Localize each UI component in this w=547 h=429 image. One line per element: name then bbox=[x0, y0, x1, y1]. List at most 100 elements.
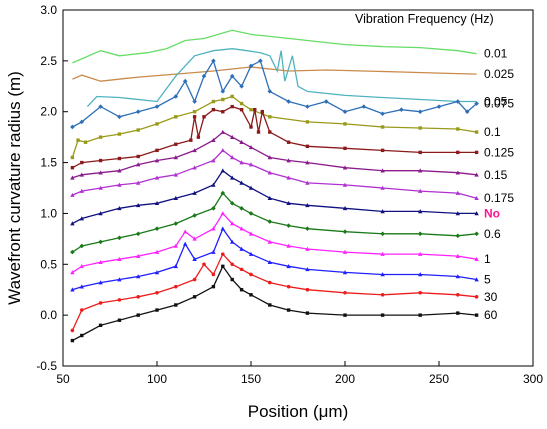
data-point bbox=[239, 160, 244, 165]
data-point bbox=[456, 150, 460, 155]
data-point bbox=[173, 221, 179, 226]
data-point bbox=[117, 318, 122, 322]
data-point bbox=[268, 280, 272, 285]
series-0.15 bbox=[70, 129, 479, 180]
data-point bbox=[267, 239, 272, 244]
data-point bbox=[323, 99, 329, 104]
data-point bbox=[474, 211, 479, 216]
data-point bbox=[474, 130, 479, 134]
data-point bbox=[70, 328, 75, 333]
data-point bbox=[83, 140, 88, 144]
data-point bbox=[305, 120, 310, 124]
data-point bbox=[98, 135, 103, 139]
series-0.025 bbox=[72, 66, 477, 82]
data-point bbox=[155, 290, 159, 295]
y-tick-label: 1.5 bbox=[40, 156, 57, 170]
series-0.6 bbox=[70, 190, 479, 255]
series-line bbox=[72, 212, 477, 273]
data-point bbox=[154, 226, 160, 231]
data-point bbox=[380, 185, 385, 190]
data-point bbox=[192, 110, 197, 114]
data-point bbox=[455, 99, 461, 104]
data-point bbox=[211, 272, 216, 277]
data-point bbox=[436, 104, 442, 109]
data-point bbox=[361, 104, 367, 109]
legend-entry-0.15: 0.15 bbox=[484, 168, 508, 182]
legend-entry-0.05: 0.05 bbox=[484, 95, 508, 109]
data-point bbox=[98, 323, 103, 328]
data-point bbox=[267, 259, 272, 265]
series-line bbox=[72, 131, 477, 179]
data-point bbox=[70, 124, 75, 130]
data-point bbox=[155, 122, 159, 126]
data-point bbox=[154, 104, 160, 109]
data-point bbox=[196, 135, 201, 139]
data-point bbox=[305, 226, 310, 231]
data-point bbox=[248, 145, 254, 150]
data-point bbox=[249, 293, 253, 297]
data-point bbox=[192, 295, 197, 299]
data-point bbox=[79, 284, 84, 289]
data-point bbox=[79, 172, 84, 177]
x-tick-label: 300 bbox=[523, 372, 543, 386]
data-point bbox=[474, 277, 479, 282]
data-point bbox=[474, 101, 479, 106]
series-5 bbox=[70, 226, 479, 292]
data-point bbox=[342, 206, 348, 211]
data-point bbox=[182, 78, 188, 84]
data-point bbox=[239, 206, 244, 211]
data-point bbox=[455, 233, 461, 239]
data-point bbox=[230, 262, 234, 267]
data-point bbox=[221, 97, 225, 102]
data-point bbox=[192, 165, 197, 170]
data-point bbox=[239, 226, 244, 231]
data-point bbox=[380, 293, 385, 297]
data-point bbox=[220, 226, 225, 231]
series-line bbox=[86, 48, 477, 108]
data-point bbox=[417, 109, 423, 115]
series-0.05 bbox=[86, 48, 477, 108]
legend-entry-0.075: 0.075 bbox=[484, 97, 514, 111]
data-point bbox=[79, 188, 84, 193]
data-point bbox=[268, 115, 272, 119]
legend-entry-0.175: 0.175 bbox=[484, 191, 514, 205]
data-point bbox=[286, 175, 291, 180]
data-point bbox=[136, 202, 141, 208]
data-point bbox=[286, 200, 291, 206]
data-point bbox=[305, 287, 310, 292]
data-point bbox=[154, 200, 160, 206]
data-point bbox=[192, 190, 197, 195]
data-point bbox=[221, 264, 225, 269]
data-point bbox=[98, 185, 103, 190]
data-point bbox=[202, 115, 206, 119]
data-point bbox=[380, 231, 385, 237]
data-point bbox=[211, 284, 216, 289]
data-point bbox=[98, 259, 103, 265]
data-point bbox=[267, 219, 273, 224]
data-point bbox=[342, 270, 348, 275]
data-point bbox=[380, 251, 385, 256]
legend-entry-0.01: 0.01 bbox=[484, 47, 508, 61]
data-point bbox=[239, 101, 244, 106]
data-point bbox=[229, 73, 235, 79]
data-point bbox=[343, 313, 347, 317]
series-line bbox=[71, 95, 477, 158]
data-point bbox=[286, 158, 291, 163]
data-point bbox=[117, 132, 122, 136]
series-line bbox=[72, 29, 477, 64]
data-point bbox=[342, 249, 348, 254]
data-point bbox=[456, 293, 460, 297]
data-point bbox=[418, 313, 422, 317]
data-point bbox=[70, 249, 75, 255]
data-point bbox=[305, 202, 310, 208]
data-point bbox=[221, 110, 225, 114]
data-point bbox=[249, 125, 253, 129]
data-point bbox=[267, 155, 272, 160]
data-point bbox=[183, 241, 188, 246]
data-point bbox=[173, 243, 178, 248]
data-point bbox=[343, 290, 347, 295]
data-point bbox=[80, 333, 84, 338]
data-point bbox=[418, 168, 423, 173]
data-point bbox=[268, 130, 272, 134]
data-point bbox=[154, 249, 160, 254]
